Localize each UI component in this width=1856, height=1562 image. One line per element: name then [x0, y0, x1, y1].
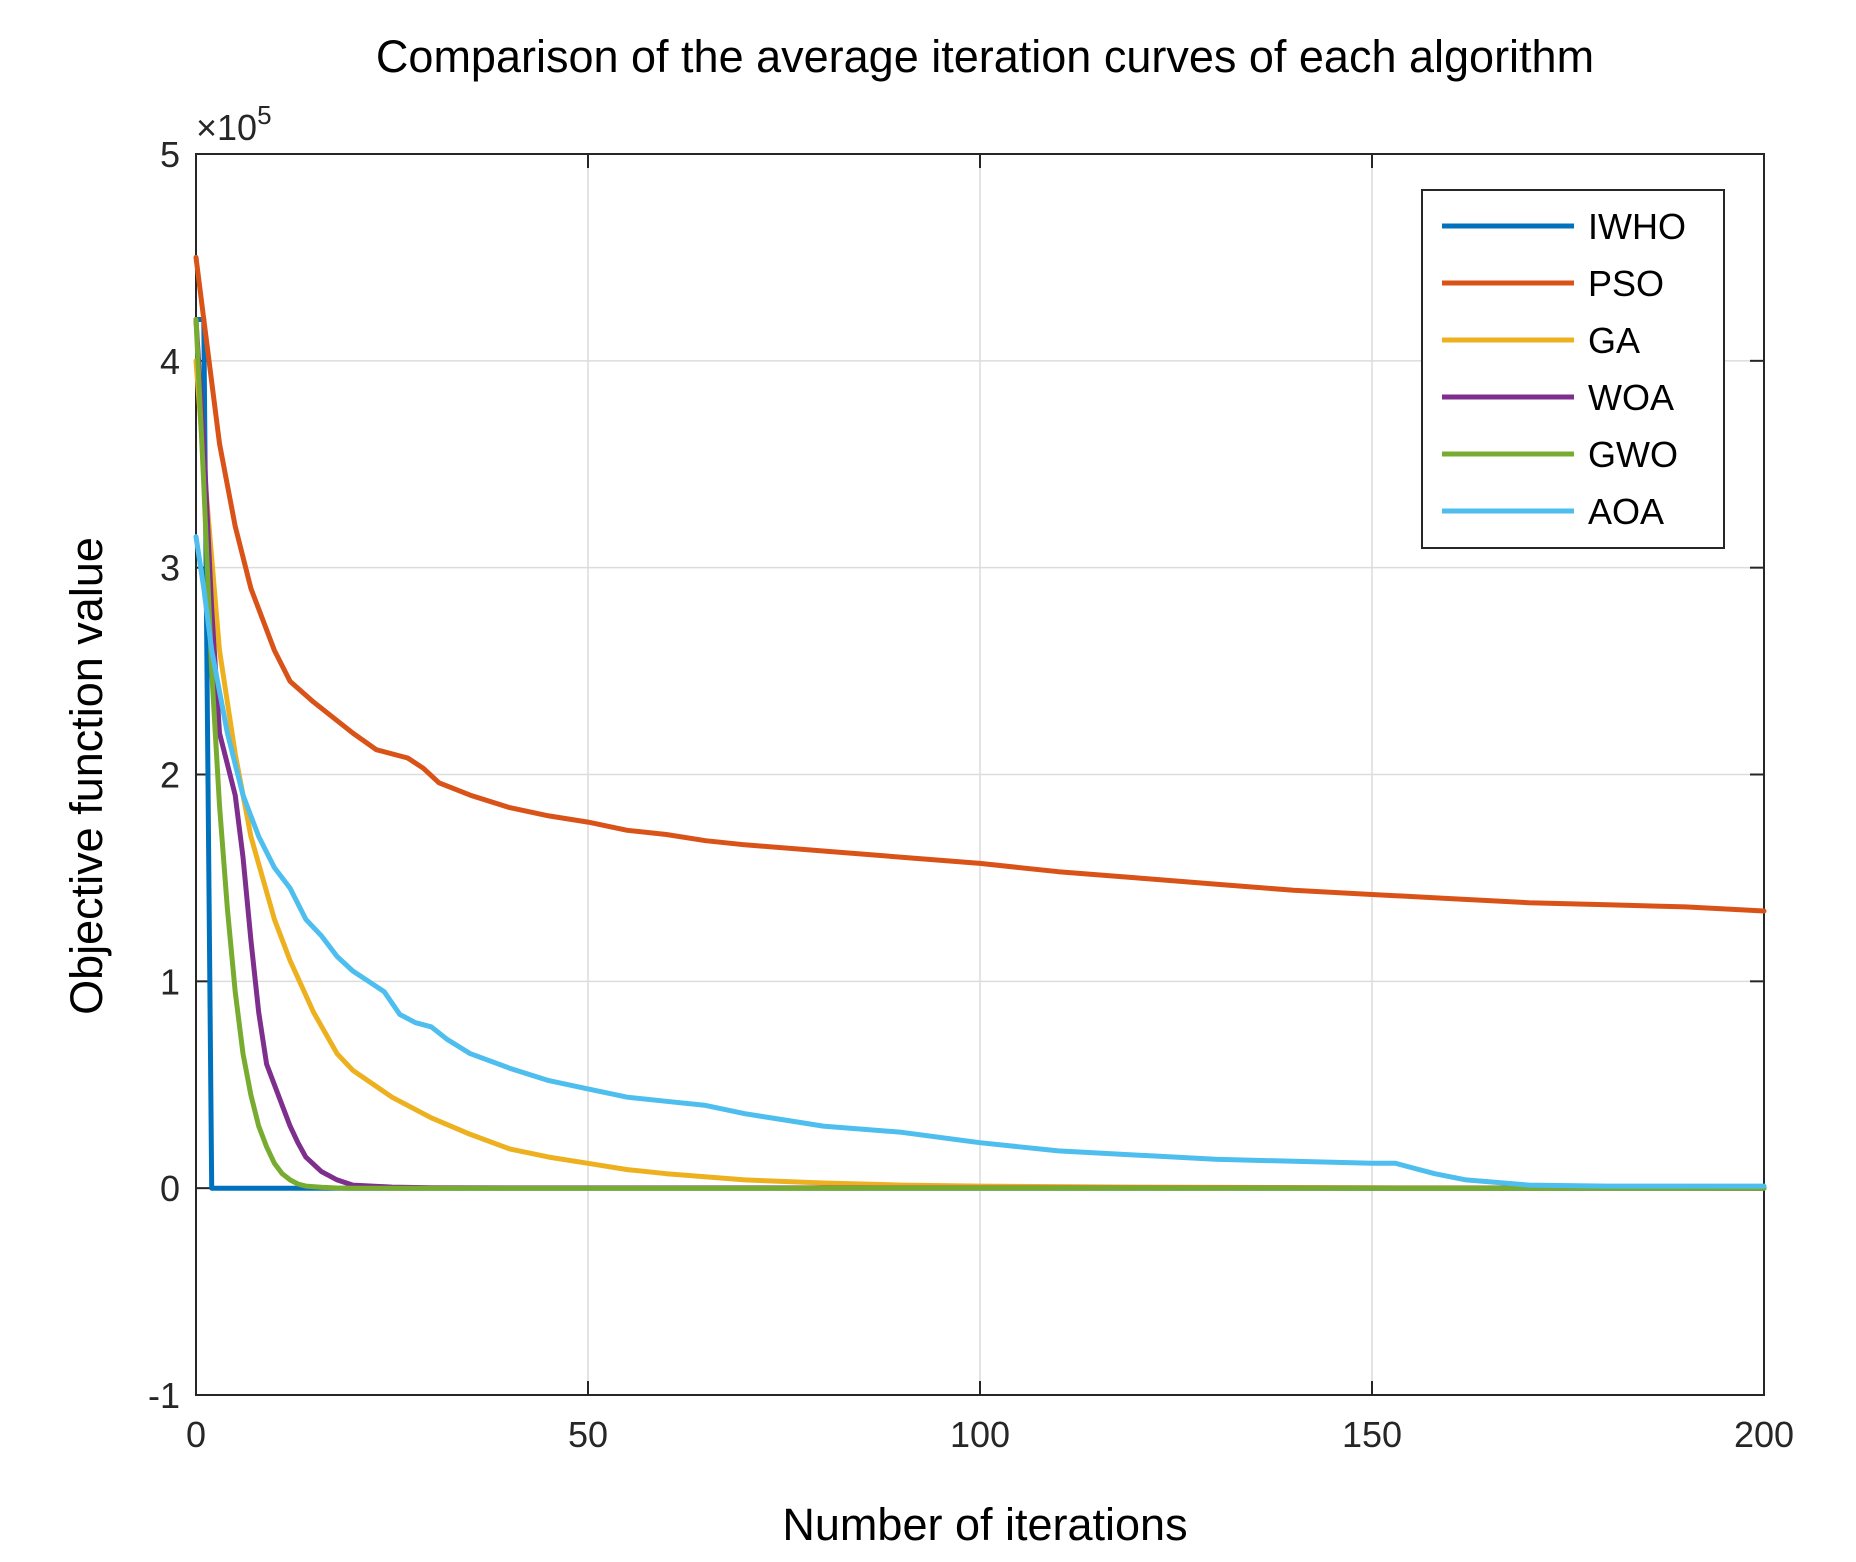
series-line-aoa [193, 534, 1767, 1189]
legend-label-ga: GA [1588, 320, 1640, 361]
series-line-gwo [193, 317, 1767, 1191]
y-tick-label: 4 [160, 341, 180, 382]
x-axis-label: Number of iterations [782, 1499, 1187, 1550]
legend-label-gwo: GWO [1588, 434, 1678, 475]
legend-label-pso: PSO [1588, 263, 1664, 304]
y-tick-label: 1 [160, 961, 180, 1002]
y-axis-multiplier-exponent: 5 [257, 100, 271, 130]
legend: IWHO PSO GA WOA GWO AOA [1421, 189, 1725, 549]
y-axis-multiplier-base: ×10 [196, 107, 257, 148]
legend-box [1421, 189, 1725, 549]
x-tick-label: 150 [1342, 1414, 1402, 1455]
series-line-woa [193, 317, 1767, 1191]
series-line-pso [193, 254, 1767, 914]
chart-title: Comparison of the average iteration curv… [376, 31, 1594, 82]
legend-label-iwho: IWHO [1588, 206, 1686, 247]
y-tick-label: 0 [160, 1168, 180, 1209]
y-axis-label: Objective function value [61, 537, 112, 1015]
y-axis-multiplier: ×105 [196, 100, 272, 148]
legend-label-aoa: AOA [1588, 491, 1664, 532]
x-tick-label: 100 [950, 1414, 1010, 1455]
x-tick-label: 0 [186, 1414, 206, 1455]
y-tick-label: 3 [160, 548, 180, 589]
legend-label-woa: WOA [1588, 377, 1674, 418]
x-tick-label: 50 [568, 1414, 608, 1455]
y-tick-label: 2 [160, 755, 180, 796]
series-lines [193, 254, 1767, 1191]
x-tick-label: 200 [1734, 1414, 1794, 1455]
y-tick-label: 5 [160, 134, 180, 175]
axes [195, 153, 1765, 1396]
series-line-ga [193, 358, 1767, 1191]
y-tick-label: -1 [148, 1375, 180, 1416]
